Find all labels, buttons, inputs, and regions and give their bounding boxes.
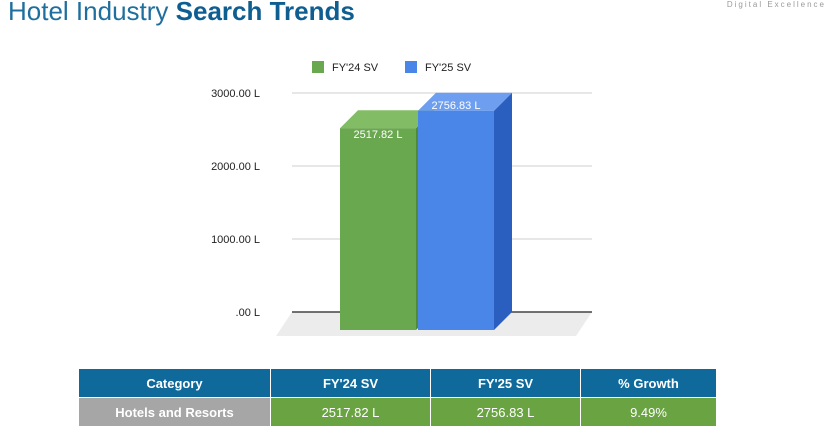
bar-top-fy25: [418, 92, 512, 111]
table-cell-growth: 9.49%: [580, 397, 717, 427]
table-header-category: Category: [78, 368, 271, 398]
table-row: Hotels and Resorts 2517.82 L 2756.83 L 9…: [78, 397, 717, 427]
bar-fy25: [418, 110, 494, 331]
data-label-fy24: 2517.82 L: [354, 129, 403, 141]
summary-table: Category FY'24 SV FY'25 SV % Growth Hote…: [78, 368, 717, 427]
table-header-fy25: FY'25 SV: [430, 368, 581, 398]
legend-swatch-fy24: [312, 61, 324, 73]
bar-chart: .00 L 1000.00 L 2000.00 L 3000.00 L 2517.82 …: [211, 61, 592, 336]
y-tick-label: 3000.00 L: [211, 88, 260, 100]
bar-fy24: [340, 128, 416, 330]
tagline: Digital Excellence: [726, 0, 826, 9]
legend-swatch-fy25: [405, 61, 417, 73]
table-cell-category: Hotels and Resorts: [78, 397, 271, 427]
table-header-fy24: FY'24 SV: [270, 368, 431, 398]
bar-side-fy25: [494, 92, 512, 331]
table-header-growth: % Growth: [580, 368, 717, 398]
bar-top-fy24: [340, 110, 434, 129]
y-tick-label: 2000.00 L: [211, 161, 260, 173]
table-header-row: Category FY'24 SV FY'25 SV % Growth: [78, 368, 717, 398]
y-tick-label: .00 L: [236, 307, 260, 319]
page-title: Hotel Industry Search Trends: [8, 0, 355, 27]
table-cell-fy24: 2517.82 L: [270, 397, 431, 427]
y-tick-label: 1000.00 L: [211, 234, 260, 246]
legend-label-fy24: FY'24 SV: [332, 62, 379, 74]
legend-label-fy25: FY'25 SV: [425, 62, 472, 74]
table-cell-fy25: 2756.83 L: [430, 397, 581, 427]
page-title-bold: Search Trends: [175, 0, 355, 26]
data-label-fy25: 2756.83 L: [432, 100, 481, 112]
page-title-regular: Hotel Industry: [8, 0, 176, 26]
